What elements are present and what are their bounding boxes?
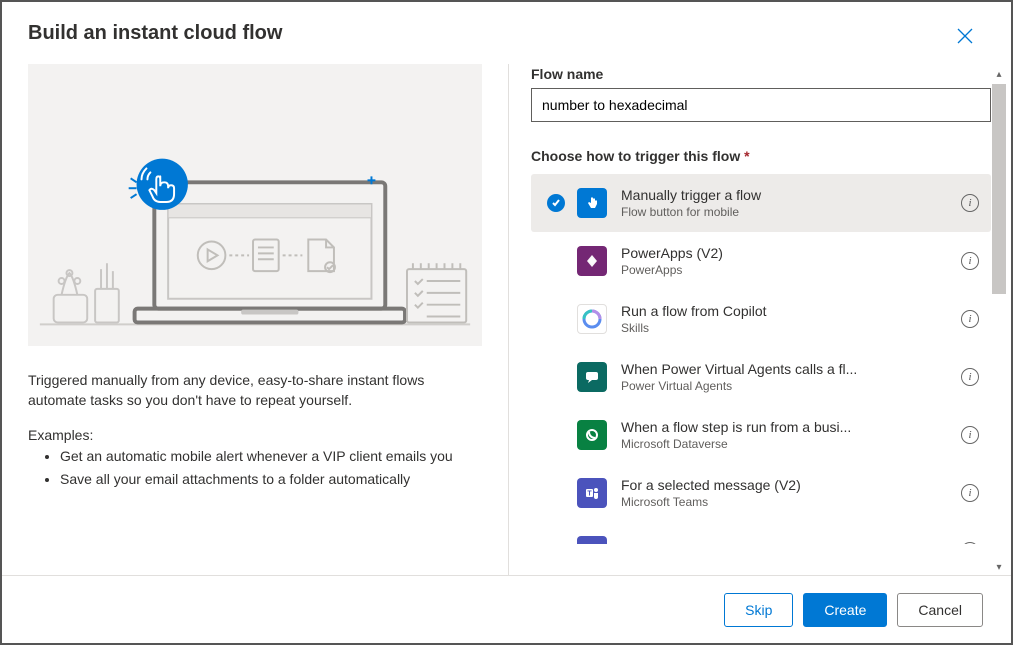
teams-icon: T [577, 478, 607, 508]
info-icon[interactable]: i [961, 542, 979, 544]
description-text: Triggered manually from any device, easy… [28, 370, 482, 411]
trigger-section-label: Choose how to trigger this flow * [531, 148, 991, 164]
trigger-subtitle: PowerApps [621, 263, 953, 277]
selected-check-icon [547, 194, 565, 212]
scroll-thumb[interactable] [992, 84, 1006, 294]
trigger-subtitle: Flow button for mobile [621, 205, 953, 219]
flow-name-label: Flow name [531, 66, 991, 82]
illustration [28, 64, 482, 346]
trigger-row[interactable]: PowerApps (V2) PowerApps i [531, 232, 991, 290]
radio-slot [541, 194, 571, 212]
trigger-subtitle: Microsoft Teams [621, 495, 953, 509]
trigger-row[interactable]: T From the compose box (V2) i [531, 522, 991, 544]
trigger-subtitle: Skills [621, 321, 953, 335]
create-button[interactable]: Create [803, 593, 887, 627]
powerapps-icon [577, 246, 607, 276]
dialog-body: Triggered manually from any device, easy… [2, 52, 1011, 575]
trigger-text: Run a flow from Copilot Skills [621, 303, 953, 335]
trigger-title: From the compose box (V2) [621, 543, 953, 544]
trigger-text: From the compose box (V2) [621, 543, 953, 544]
dialog-header: Build an instant cloud flow [2, 2, 1011, 52]
trigger-title: Manually trigger a flow [621, 187, 953, 203]
trigger-label-text: Choose how to trigger this flow [531, 148, 740, 164]
example-item: Save all your email attachments to a fol… [60, 470, 482, 490]
required-marker: * [744, 148, 749, 164]
trigger-title: For a selected message (V2) [621, 477, 953, 493]
scrollbar[interactable]: ▴ ▾ [991, 66, 1007, 575]
info-icon[interactable]: i [961, 252, 979, 270]
trigger-text: When Power Virtual Agents calls a fl... P… [621, 361, 953, 393]
trigger-row[interactable]: T For a selected message (V2) Microsoft Te… [531, 464, 991, 522]
trigger-title: PowerApps (V2) [621, 245, 953, 261]
teams-icon: T [577, 536, 607, 544]
dialog-title: Build an instant cloud flow [28, 22, 282, 45]
info-icon[interactable]: i [961, 368, 979, 386]
dataverse-icon [577, 420, 607, 450]
dialog: Build an instant cloud flow [0, 0, 1013, 645]
close-icon[interactable] [955, 26, 975, 46]
trigger-row[interactable]: When Power Virtual Agents calls a fl... P… [531, 348, 991, 406]
trigger-row[interactable]: When a flow step is run from a busi... Mi… [531, 406, 991, 464]
svg-text:T: T [587, 491, 592, 498]
dialog-footer: Skip Create Cancel [2, 575, 1011, 643]
copilot-icon [577, 304, 607, 334]
trigger-title: When a flow step is run from a busi... [621, 419, 953, 435]
trigger-row[interactable]: Manually trigger a flow Flow button for m… [531, 174, 991, 232]
info-icon[interactable]: i [961, 310, 979, 328]
left-column: Triggered manually from any device, easy… [28, 52, 508, 575]
pva-icon [577, 362, 607, 392]
trigger-title: Run a flow from Copilot [621, 303, 953, 319]
info-icon[interactable]: i [961, 484, 979, 502]
cancel-button[interactable]: Cancel [897, 593, 983, 627]
trigger-subtitle: Power Virtual Agents [621, 379, 953, 393]
trigger-list: Manually trigger a flow Flow button for m… [531, 174, 991, 544]
trigger-text: When a flow step is run from a busi... Mi… [621, 419, 953, 451]
trigger-subtitle: Microsoft Dataverse [621, 437, 953, 451]
example-item: Get an automatic mobile alert whenever a… [60, 447, 482, 467]
trigger-text: For a selected message (V2) Microsoft Tea… [621, 477, 953, 509]
trigger-title: When Power Virtual Agents calls a fl... [621, 361, 953, 377]
flow-name-input[interactable] [531, 88, 991, 122]
scroll-track[interactable] [991, 84, 1007, 557]
info-icon[interactable]: i [961, 426, 979, 444]
right-column: Flow name Choose how to trigger this flo… [509, 52, 1005, 575]
examples-label: Examples: [28, 427, 482, 443]
scroll-down-icon[interactable]: ▾ [991, 559, 1007, 575]
touch-icon [577, 188, 607, 218]
info-icon[interactable]: i [961, 194, 979, 212]
skip-button[interactable]: Skip [724, 593, 793, 627]
trigger-row[interactable]: Run a flow from Copilot Skillsi [531, 290, 991, 348]
trigger-text: PowerApps (V2) PowerApps [621, 245, 953, 277]
trigger-text: Manually trigger a flow Flow button for m… [621, 187, 953, 219]
scroll-up-icon[interactable]: ▴ [991, 66, 1007, 82]
examples-list: Get an automatic mobile alert whenever a… [28, 447, 482, 490]
